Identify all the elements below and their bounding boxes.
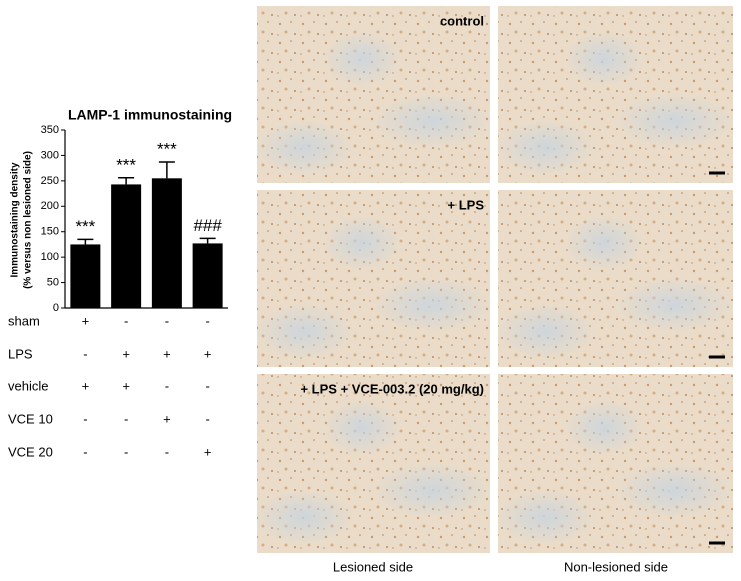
panel-label: + LPS xyxy=(448,197,485,212)
treatment-sign: - xyxy=(124,444,128,459)
micrograph-patch xyxy=(321,215,402,272)
treatment-label: LPS xyxy=(8,346,33,361)
micrograph-patch xyxy=(371,93,492,150)
y-axis-label: (% versus non lesioned side) xyxy=(23,151,34,289)
chart-title: LAMP-1 immunostaining xyxy=(68,107,232,123)
significance-label: *** xyxy=(157,140,177,159)
significance-label: *** xyxy=(75,217,95,236)
treatment-sign: + xyxy=(122,346,130,361)
panel-label: + LPS + VCE-003.2 (20 mg/kg) xyxy=(300,381,484,396)
micrograph-patch xyxy=(614,93,735,150)
treatment-sign: - xyxy=(205,378,209,393)
y-tick-label: 50 xyxy=(47,276,59,288)
panel-label: control xyxy=(440,13,484,28)
y-tick-label: 200 xyxy=(41,200,59,212)
micrograph-patch xyxy=(614,277,735,334)
y-tick-label: 300 xyxy=(41,149,59,161)
treatment-sign: + xyxy=(122,378,130,393)
y-tick-label: 150 xyxy=(41,226,59,238)
treatment-label: VCE 10 xyxy=(8,411,53,426)
treatment-label: sham xyxy=(8,313,40,328)
treatment-sign: - xyxy=(124,313,128,328)
y-tick-label: 0 xyxy=(53,302,59,314)
treatment-sign: - xyxy=(124,411,128,426)
micrograph-patch xyxy=(614,462,735,519)
micrograph-patch xyxy=(563,215,644,272)
treatment-label: vehicle xyxy=(8,378,48,393)
treatment-sign: - xyxy=(83,444,87,459)
bar xyxy=(151,178,182,308)
micrograph-patch xyxy=(253,119,354,176)
micrograph-patch xyxy=(371,462,492,519)
micrograph-patch xyxy=(253,303,354,360)
treatment-sign: - xyxy=(83,411,87,426)
treatment-sign: + xyxy=(204,346,212,361)
micrograph-patch xyxy=(495,119,595,176)
treatment-sign: - xyxy=(165,444,169,459)
micrograph-patch xyxy=(563,399,644,456)
treatment-sign: - xyxy=(83,346,87,361)
micrograph-patch xyxy=(563,31,644,88)
treatment-sign: + xyxy=(82,378,90,393)
treatment-sign: - xyxy=(205,313,209,328)
treatment-sign: + xyxy=(82,313,90,328)
treatment-sign: + xyxy=(163,411,171,426)
treatment-sign: + xyxy=(204,444,212,459)
y-tick-label: 250 xyxy=(41,175,59,187)
micrograph-patch xyxy=(321,31,402,88)
micrograph-patch xyxy=(495,303,595,360)
y-tick-label: 100 xyxy=(41,251,59,263)
treatment-label: VCE 20 xyxy=(8,444,53,459)
significance-label: *** xyxy=(116,155,136,174)
y-tick-label: 350 xyxy=(41,124,59,136)
treatment-sign: - xyxy=(165,313,169,328)
column-label: Non-lesioned side xyxy=(564,559,668,574)
treatment-sign: - xyxy=(205,411,209,426)
micrograph-patch xyxy=(495,489,595,546)
significance-label: ### xyxy=(193,216,222,235)
bar xyxy=(111,184,142,308)
y-axis-label: Immunostaining density xyxy=(10,162,21,277)
treatment-sign: - xyxy=(165,378,169,393)
micrograph-patch xyxy=(321,399,402,456)
treatment-sign: + xyxy=(163,346,171,361)
column-label: Lesioned side xyxy=(333,559,413,574)
bar xyxy=(192,243,223,308)
micrograph-patch xyxy=(371,277,492,334)
bar xyxy=(70,244,101,308)
micrograph-patch xyxy=(253,489,354,546)
